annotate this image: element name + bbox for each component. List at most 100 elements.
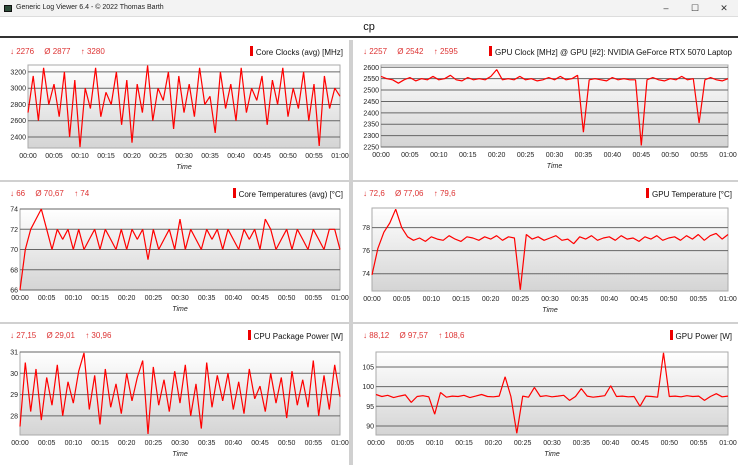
title-bar: Generic Log Viewer 6.4 - © 2022 Thomas B… [0, 0, 738, 17]
x-tick-label: 00:50 [279, 153, 297, 160]
x-tick-label: 00:15 [459, 152, 477, 159]
x-tick-label: 00:40 [604, 152, 622, 159]
stat-max: ↑ 3280 [80, 47, 105, 56]
legend[interactable]: Core Clocks (avg) [MHz] [249, 46, 343, 57]
stats: ↓ 88,12 Ø 97,57 ↑ 108,6 [363, 331, 472, 340]
x-tick-label: 00:40 [225, 295, 243, 302]
stat-min: ↓ 2276 [10, 47, 35, 56]
x-tick-label: 00:30 [171, 295, 189, 302]
stats: ↓ 72,6 Ø 77,06 ↑ 79,6 [363, 189, 464, 198]
stat-avg: Ø 77,06 [395, 189, 424, 198]
x-tick-label: 00:00 [367, 440, 385, 447]
y-tick-label: 72 [10, 227, 18, 234]
plot-area [27, 64, 341, 149]
x-axis-label: Time [542, 307, 558, 314]
stat-avg: Ø 97,57 [399, 331, 428, 340]
legend[interactable]: GPU Power [W] [669, 330, 732, 341]
x-tick-label: 00:25 [512, 296, 530, 303]
legend-label: GPU Power [W] [675, 332, 732, 341]
y-tick-label: 2550 [363, 76, 379, 83]
x-axis-label: Time [176, 164, 192, 171]
minimize-button[interactable]: – [663, 3, 669, 13]
x-axis-label: Time [172, 306, 188, 313]
plot-area [380, 64, 729, 148]
y-tick-label: 74 [362, 271, 370, 278]
legend[interactable]: GPU Temperature [°C] [646, 188, 732, 199]
x-tick-label: 00:45 [251, 295, 269, 302]
legend-label: CPU Package Power [W] [253, 332, 343, 341]
y-tick-label: 95 [366, 404, 374, 411]
series-line [19, 352, 341, 434]
stat-avg: Ø 70,67 [35, 189, 64, 198]
stats: ↓ 66 Ø 70,67 ↑ 74 [10, 189, 97, 198]
x-tick-label: 00:05 [393, 296, 411, 303]
x-tick-label: 00:45 [631, 440, 649, 447]
legend[interactable]: GPU Clock [MHz] @ GPU [#2]: NVIDIA GeFor… [489, 46, 732, 57]
x-tick-label: 00:00 [11, 440, 29, 447]
stat-max: ↑ 74 [74, 189, 90, 198]
x-tick-label: 00:05 [401, 152, 419, 159]
x-tick-label: 00:55 [690, 152, 708, 159]
x-tick-label: 00:30 [546, 152, 564, 159]
y-tick-label: 2350 [363, 122, 379, 129]
cpu-package-power-panel: ↓ 27,15 Ø 29,01 ↑ 30,96 CPU Package Powe… [0, 324, 349, 465]
core-clocks-panel: ↓ 2276 Ø 2877 ↑ 3280 Core Clocks (avg) [… [0, 40, 349, 180]
stats: ↓ 2257 Ø 2542 ↑ 2595 [363, 47, 466, 56]
column-divider[interactable] [349, 40, 353, 465]
series-line [371, 208, 729, 290]
x-tick-label: 00:40 [225, 440, 243, 447]
x-tick-label: 00:00 [19, 153, 37, 160]
stat-max: ↑ 30,96 [85, 331, 112, 340]
x-tick-label: 00:30 [541, 296, 559, 303]
x-tick-label: 00:10 [65, 295, 83, 302]
legend[interactable]: CPU Package Power [W] [247, 330, 343, 341]
x-tick-label: 00:30 [175, 153, 193, 160]
x-tick-label: 00:05 [45, 153, 63, 160]
legend-label: Core Temperatures (avg) [°C] [238, 190, 343, 199]
cpu-package-power-chart[interactable]: 28 29 30 31 00:00 00:05 00:10 00:15 00:20 00:25 00… [0, 324, 349, 465]
y-tick-label: 68 [10, 267, 18, 274]
y-tick-label: 76 [362, 248, 370, 255]
stat-min: ↓ 66 [10, 189, 26, 198]
x-tick-label: 01:00 [719, 296, 737, 303]
y-tick-label: 28 [10, 413, 18, 420]
stat-max: ↑ 79,6 [433, 189, 456, 198]
series-line [27, 65, 341, 148]
x-tick-label: 00:20 [118, 295, 136, 302]
gpu-temperature-panel: ↓ 72,6 Ø 77,06 ↑ 79,6 GPU Temperature [°… [353, 182, 738, 322]
x-tick-label: 00:10 [65, 440, 83, 447]
y-tick-label: 2250 [363, 145, 379, 152]
legend-label: GPU Temperature [°C] [652, 190, 732, 199]
x-tick-label: 00:35 [201, 153, 219, 160]
gpu-power-panel: ↓ 88,12 Ø 97,57 ↑ 108,6 GPU Power [W] 90 9… [353, 324, 738, 465]
y-tick-label: 78 [362, 225, 370, 232]
gpu-temperature-chart[interactable]: 74 76 78 00:00 00:05 00:10 00:15 00:20 00:25 00:3… [353, 182, 738, 322]
x-tick-label: 00:55 [305, 440, 323, 447]
y-tick-label: 74 [10, 207, 18, 214]
core-temperatures-chart[interactable]: 66 68 70 72 74 00:00 00:05 00:10 00:15 00:20 00:25… [0, 182, 349, 322]
close-button[interactable]: ✕ [720, 3, 728, 13]
y-tick-label: 2600 [363, 65, 379, 72]
core-clocks-chart[interactable]: 2400 2600 2800 3000 3200 00:00 00:05 00:10 00:15… [0, 40, 349, 180]
log-header: cp [0, 17, 738, 38]
y-tick-label: 30 [10, 371, 18, 378]
gpu-clock-chart[interactable]: 2250 2300 2350 2400 2450 2500 2550 2600 00:00 00:… [353, 40, 738, 180]
legend-swatch [669, 330, 673, 340]
legend[interactable]: Core Temperatures (avg) [°C] [232, 188, 343, 199]
x-tick-label: 00:20 [488, 152, 506, 159]
plot-area [371, 207, 729, 292]
x-tick-label: 00:15 [452, 296, 470, 303]
x-tick-label: 00:30 [171, 440, 189, 447]
stat-avg: Ø 29,01 [46, 331, 75, 340]
x-tick-label: 01:00 [719, 440, 737, 447]
y-tick-label: 31 [10, 350, 18, 357]
stat-min: ↓ 88,12 [363, 331, 390, 340]
x-tick-label: 00:15 [91, 295, 109, 302]
x-tick-label: 00:50 [278, 295, 296, 302]
gpu-power-chart[interactable]: 90 95 100 105 00:00 00:05 00:10 00:15 00:20 00:25… [353, 324, 738, 465]
maximize-button[interactable]: ☐ [690, 3, 700, 13]
x-tick-label: 00:35 [198, 295, 216, 302]
x-tick-label: 00:10 [71, 153, 89, 160]
y-tick-label: 100 [362, 384, 374, 391]
x-tick-label: 00:45 [253, 153, 271, 160]
